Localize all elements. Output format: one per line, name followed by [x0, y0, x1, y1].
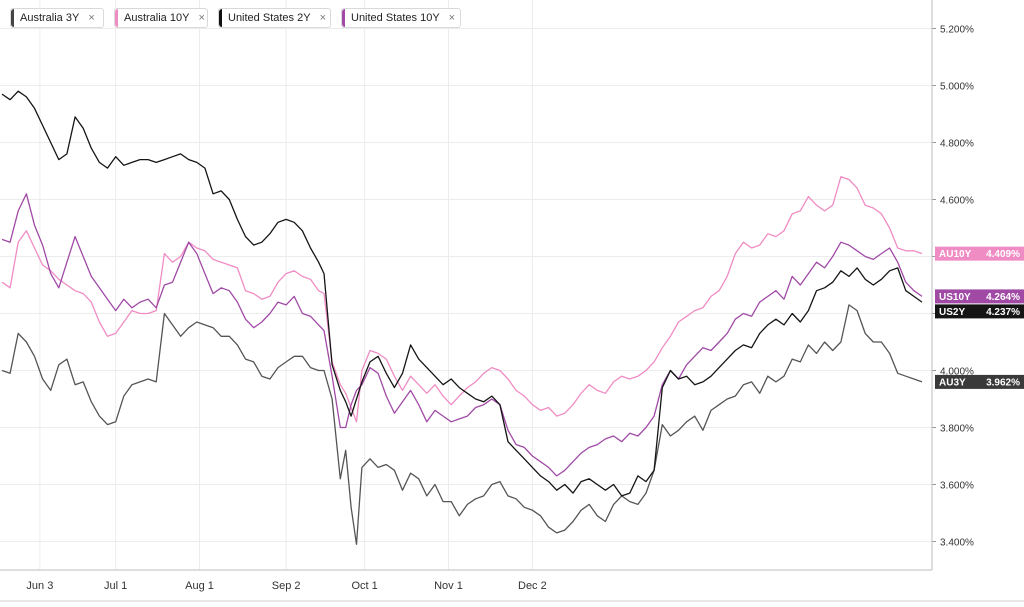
last-value-tag-name: AU10Y: [939, 249, 972, 260]
legend-swatch: [342, 9, 345, 27]
legend-chip[interactable]: Australia 10Y ×: [114, 8, 208, 28]
series-line-us10y: [1, 193, 923, 477]
last-value-tag-bg: [935, 289, 1024, 304]
y-tick-label: 4.800%: [940, 139, 974, 150]
last-value-tag-name: US2Y: [939, 307, 965, 318]
last-value-tag-name: AU3Y: [939, 377, 966, 388]
close-icon[interactable]: ×: [448, 12, 456, 24]
legend-swatch: [11, 9, 14, 27]
close-icon[interactable]: ×: [198, 12, 205, 24]
legend-label: United States 10Y: [351, 12, 440, 24]
x-tick-label: Jun 3: [26, 580, 53, 592]
last-value-tag-au3y: AU3Y 3.962%: [935, 374, 1024, 389]
y-tick-label: 5.000%: [940, 82, 974, 93]
last-value-tag-bg: [935, 304, 1024, 319]
y-tick-label: 5.200%: [940, 25, 974, 36]
last-value-tag-us10y: US10Y 4.264%: [935, 289, 1024, 304]
last-value-tag-au10y: AU10Y 4.409%: [935, 246, 1024, 261]
legend-label: Australia 3Y: [20, 12, 80, 24]
y-tick-label: 3.800%: [940, 424, 974, 435]
x-tick-label: Jul 1: [104, 580, 127, 592]
last-value-tag-value: 3.962%: [986, 377, 1020, 388]
y-tick-label: 4.000%: [940, 367, 974, 378]
series-line-us2y: [1, 90, 923, 497]
close-icon[interactable]: ×: [319, 12, 326, 24]
legend-swatch: [115, 9, 118, 27]
legend-chip[interactable]: United States 10Y ×: [341, 8, 461, 28]
last-value-tag-value: 4.237%: [986, 307, 1020, 318]
y-tick-label: 3.600%: [940, 481, 974, 492]
y-tick-label: 3.400%: [940, 538, 974, 549]
x-tick-label: Aug 1: [185, 580, 214, 592]
last-value-tag-value: 4.264%: [986, 292, 1020, 303]
x-tick-label: Dec 2: [518, 580, 547, 592]
x-tick-label: Oct 1: [351, 580, 377, 592]
legend-chip[interactable]: United States 2Y ×: [218, 8, 331, 28]
series-line-au3y: [1, 304, 923, 545]
x-tick-label: Sep 2: [272, 580, 301, 592]
x-tick-label: Nov 1: [434, 580, 463, 592]
legend-chip[interactable]: Australia 3Y ×: [10, 8, 104, 28]
last-value-tag-name: US10Y: [939, 292, 971, 303]
last-value-tag-us2y: US2Y 4.237%: [935, 304, 1024, 319]
close-icon[interactable]: ×: [88, 12, 95, 24]
series-line-au10y: [1, 176, 923, 423]
legend-swatch: [219, 9, 222, 27]
last-value-tag-value: 4.409%: [986, 249, 1020, 260]
last-value-tag-bg: [935, 374, 1024, 389]
y-tick-label: 4.600%: [940, 196, 974, 207]
legend-label: Australia 10Y: [124, 12, 190, 24]
legend-label: United States 2Y: [228, 12, 311, 24]
last-value-tag-bg: [935, 246, 1024, 261]
